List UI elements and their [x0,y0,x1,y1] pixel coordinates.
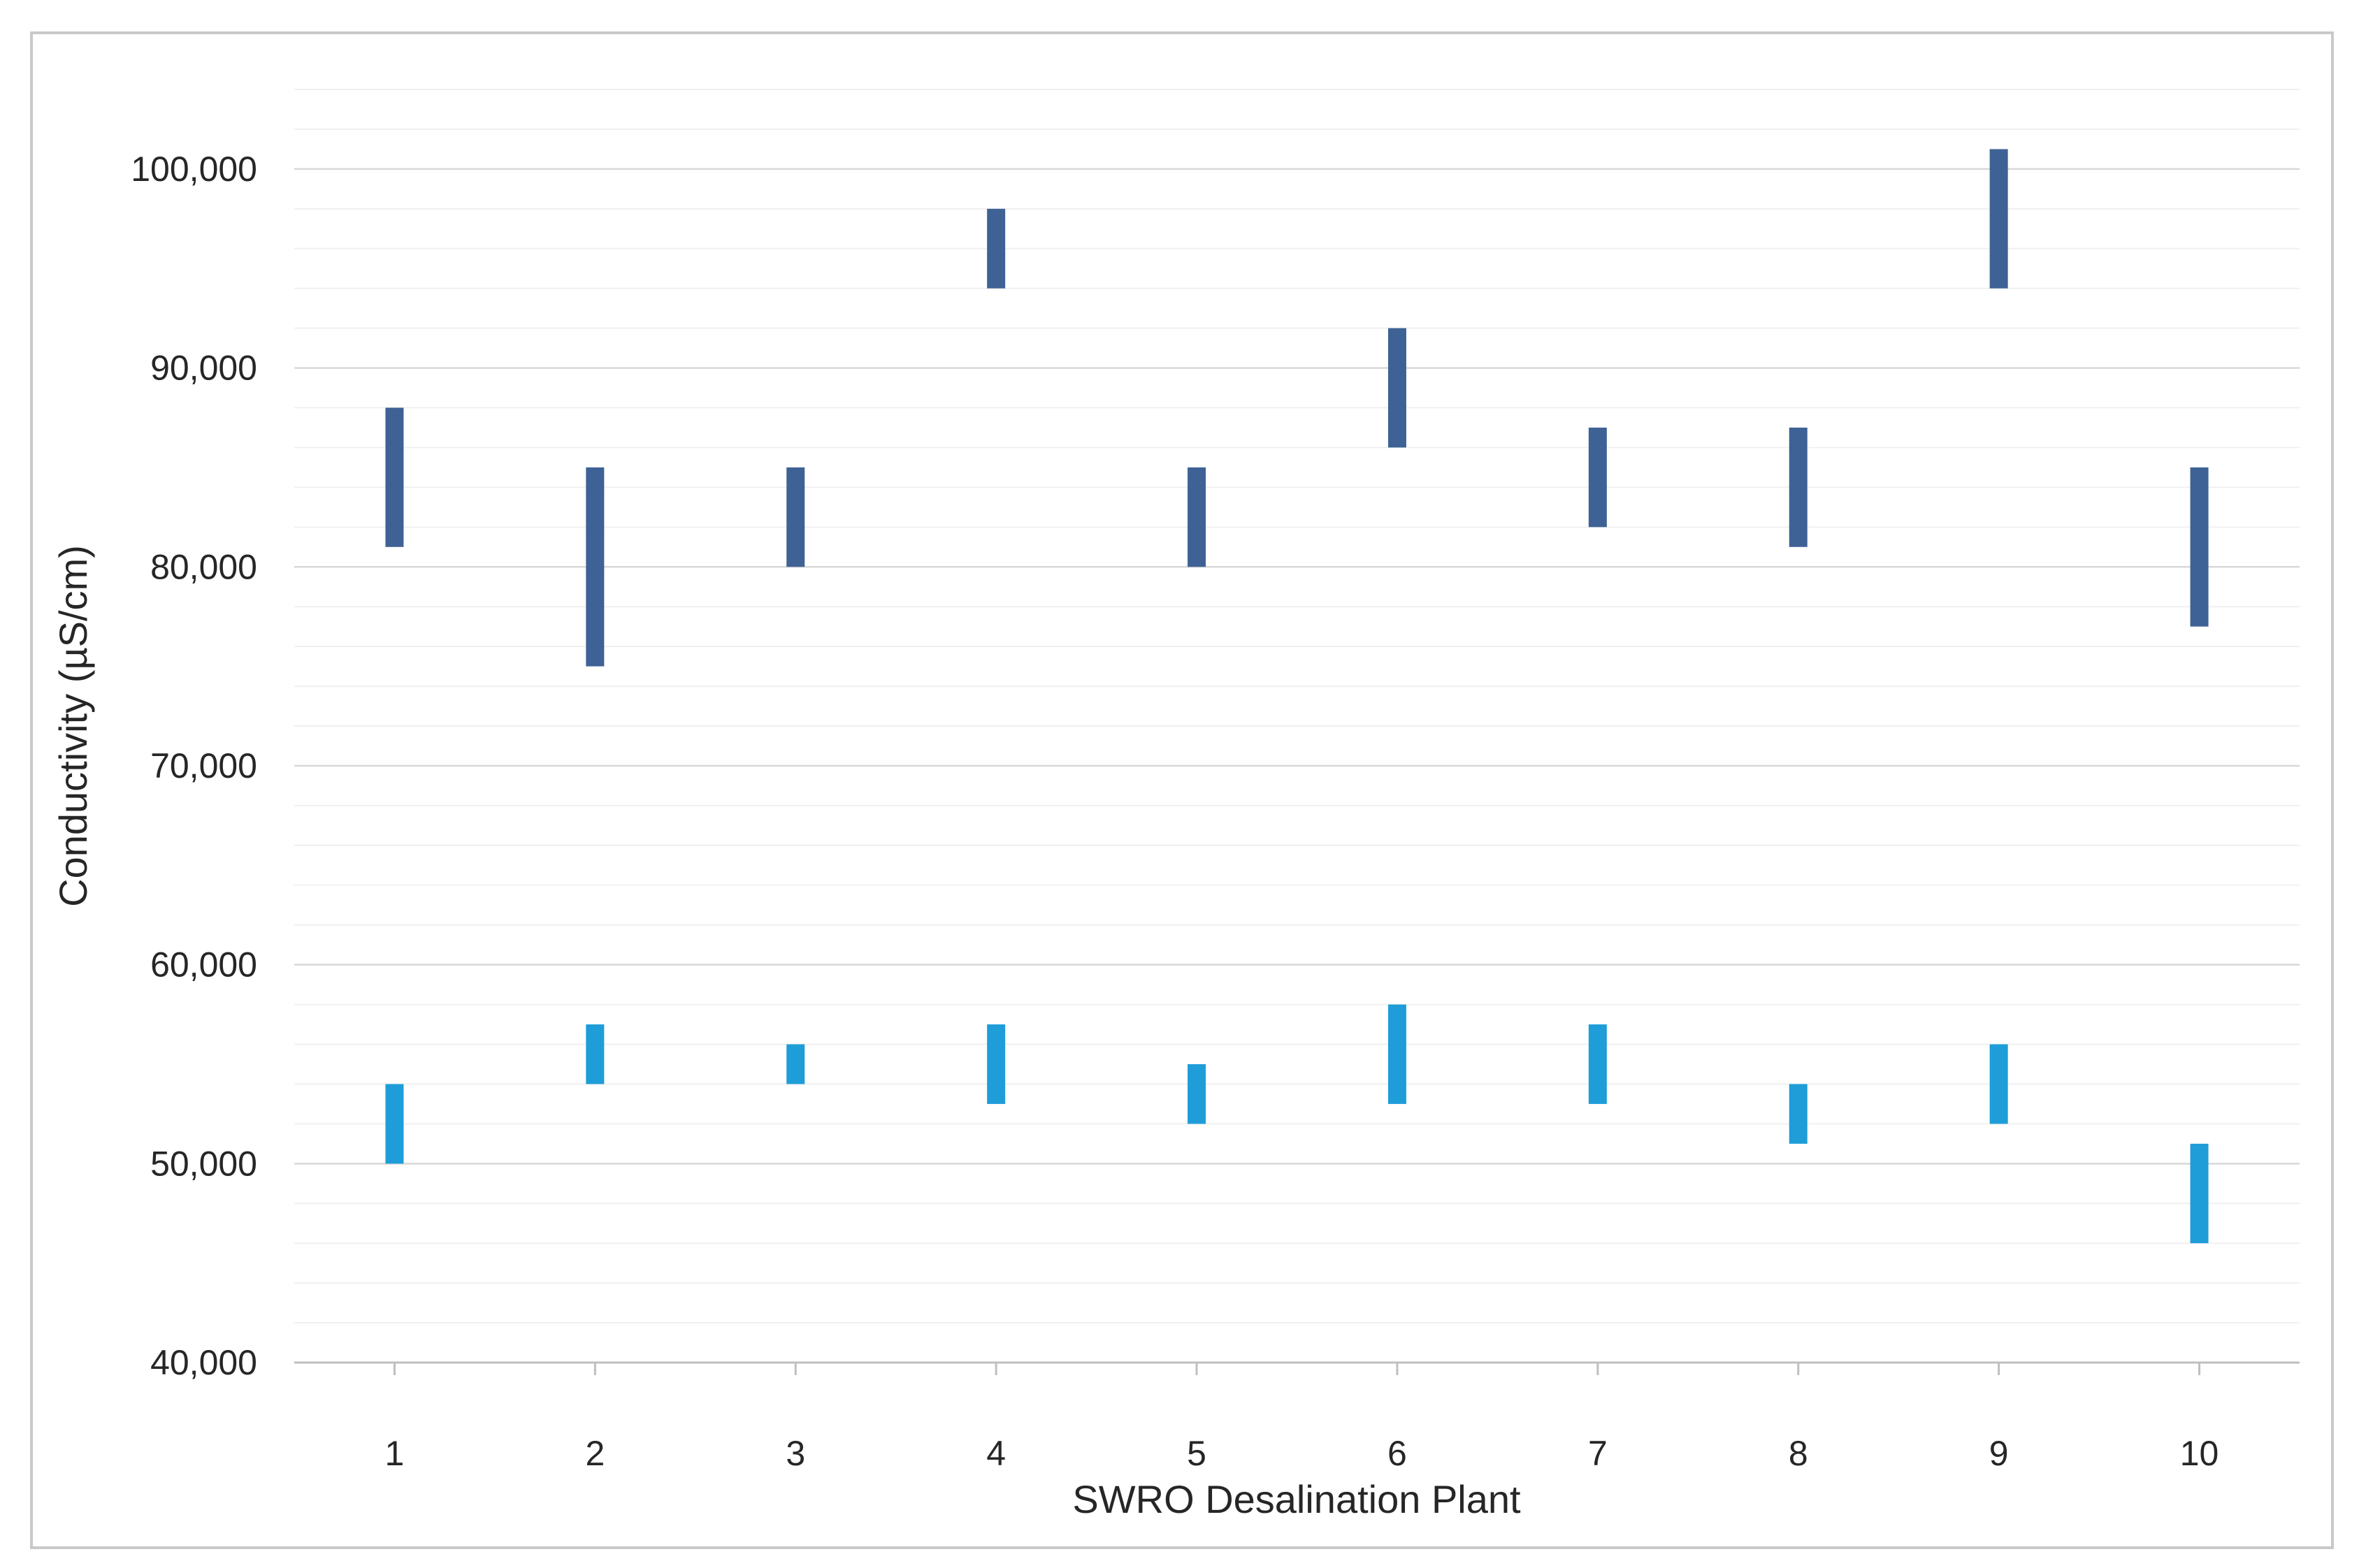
bar-plant-10-light-blue-lower-range[interactable] [2190,1143,2209,1244]
bar-plant-2-dark-blue-upper-range[interactable] [586,467,605,667]
x-tick-label: 9 [1989,1434,2009,1473]
tick-labels: 40,000 50,000 60,000 70,000 80,000 90,000 100,… [131,150,2219,1473]
bar-plant-2-light-blue-lower-range[interactable] [586,1024,605,1084]
bar-plant-1-dark-blue-upper-range[interactable] [385,407,404,547]
major-gridlines [294,168,2300,1165]
x-tick-label: 6 [1387,1434,1407,1473]
bar-plant-1-light-blue-lower-range[interactable] [385,1084,404,1164]
y-tick-label: 70,000 [150,746,257,785]
bar-plant-4-dark-blue-upper-range[interactable] [987,208,1006,289]
y-axis-title: Conductivity (µS/cm) [51,545,95,907]
x-tick-label: 3 [786,1434,805,1473]
x-tick-label: 7 [1588,1434,1608,1473]
chart-border [30,31,2334,1549]
y-tick-label: 80,000 [150,547,257,586]
x-tick-label: 1 [385,1434,405,1473]
bar-plant-7-light-blue-lower-range[interactable] [1588,1024,1607,1104]
x-axis [294,1361,2300,1375]
x-tick-label: 10 [2180,1434,2219,1473]
x-tick-label: 5 [1187,1434,1206,1473]
y-tick-label: 40,000 [150,1343,257,1382]
bar-plant-10-dark-blue-upper-range[interactable] [2190,467,2209,627]
bar-plant-7-dark-blue-upper-range[interactable] [1588,427,1607,528]
x-tick-label: 8 [1789,1434,1808,1473]
bar-plant-3-dark-blue-upper-range[interactable] [786,467,805,567]
y-tick-label: 100,000 [131,150,257,189]
bar-plant-8-light-blue-lower-range[interactable] [1789,1084,1808,1144]
x-axis-title: SWRO Desalination Plant [1072,1477,1521,1521]
bars-layer [385,149,2209,1244]
bar-plant-3-light-blue-lower-range[interactable] [786,1044,805,1084]
y-tick-label: 50,000 [150,1144,257,1183]
bar-plant-5-light-blue-lower-range[interactable] [1188,1064,1206,1124]
bar-plant-8-dark-blue-upper-range[interactable] [1789,427,1808,547]
bar-plant-6-dark-blue-upper-range[interactable] [1387,328,1406,448]
y-tick-label: 60,000 [150,945,257,985]
bar-plant-5-dark-blue-upper-range[interactable] [1188,467,1206,567]
x-tick-label: 2 [585,1434,605,1473]
bar-plant-4-light-blue-lower-range[interactable] [987,1024,1006,1104]
bar-plant-9-dark-blue-upper-range[interactable] [1989,149,2008,289]
bar-plant-9-light-blue-lower-range[interactable] [1989,1044,2008,1124]
bar-plant-6-light-blue-lower-range[interactable] [1387,1004,1406,1104]
x-tick-label: 4 [986,1434,1006,1473]
minor-gridlines [294,89,2300,1324]
y-tick-label: 90,000 [150,349,257,388]
